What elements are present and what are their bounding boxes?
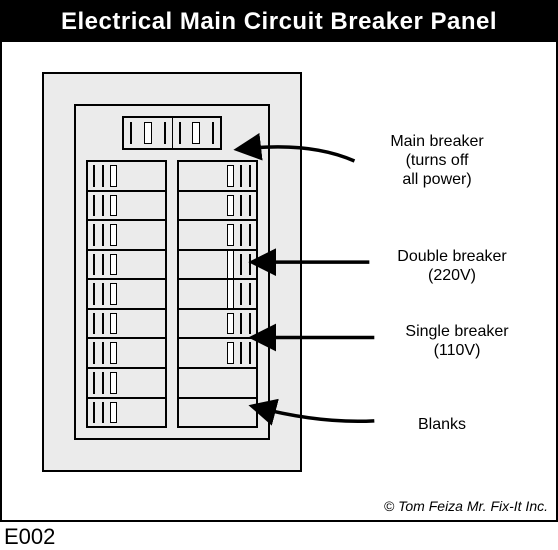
breaker-panel bbox=[42, 72, 302, 472]
blank-slot bbox=[179, 399, 256, 427]
breaker-slot bbox=[88, 162, 165, 192]
breaker-slot bbox=[88, 280, 165, 310]
breaker-columns bbox=[86, 160, 258, 428]
main-breaker-left bbox=[124, 118, 173, 148]
breaker-slot bbox=[88, 369, 165, 399]
breaker-slot bbox=[88, 399, 165, 427]
breaker-col-right bbox=[177, 160, 258, 428]
breaker-slot-double bbox=[179, 280, 256, 310]
breaker-col-left bbox=[86, 160, 167, 428]
breaker-slot bbox=[179, 310, 256, 340]
breaker-slot bbox=[88, 221, 165, 251]
label-single-breaker: Single breaker (110V) bbox=[382, 322, 532, 360]
label-double-breaker: Double breaker (220V) bbox=[377, 247, 527, 285]
label-main-breaker: Main breaker (turns off all power) bbox=[362, 132, 512, 190]
breaker-slot bbox=[88, 192, 165, 222]
breaker-slot bbox=[179, 192, 256, 222]
copyright-text: © Tom Feiza Mr. Fix-It Inc. bbox=[384, 498, 548, 514]
main-breaker bbox=[122, 116, 222, 150]
diagram-content: Main breaker (turns off all power) Doubl… bbox=[2, 42, 556, 520]
diagram-code: E002 bbox=[4, 524, 55, 550]
title-bar: Electrical Main Circuit Breaker Panel bbox=[2, 2, 556, 42]
breaker-inner-panel bbox=[74, 104, 270, 440]
breaker-slot bbox=[179, 221, 256, 251]
label-blanks: Blanks bbox=[382, 415, 502, 434]
main-toggle-left bbox=[144, 122, 152, 144]
main-breaker-right bbox=[173, 118, 221, 148]
breaker-slot bbox=[88, 310, 165, 340]
breaker-slot bbox=[88, 339, 165, 369]
blank-slot bbox=[179, 369, 256, 399]
main-toggle-right bbox=[192, 122, 200, 144]
breaker-slot-double bbox=[179, 251, 256, 281]
diagram-frame: Electrical Main Circuit Breaker Panel bbox=[0, 0, 558, 522]
breaker-slot bbox=[179, 162, 256, 192]
breaker-slot bbox=[88, 251, 165, 281]
title-text: Electrical Main Circuit Breaker Panel bbox=[61, 8, 497, 35]
breaker-slot bbox=[179, 339, 256, 369]
